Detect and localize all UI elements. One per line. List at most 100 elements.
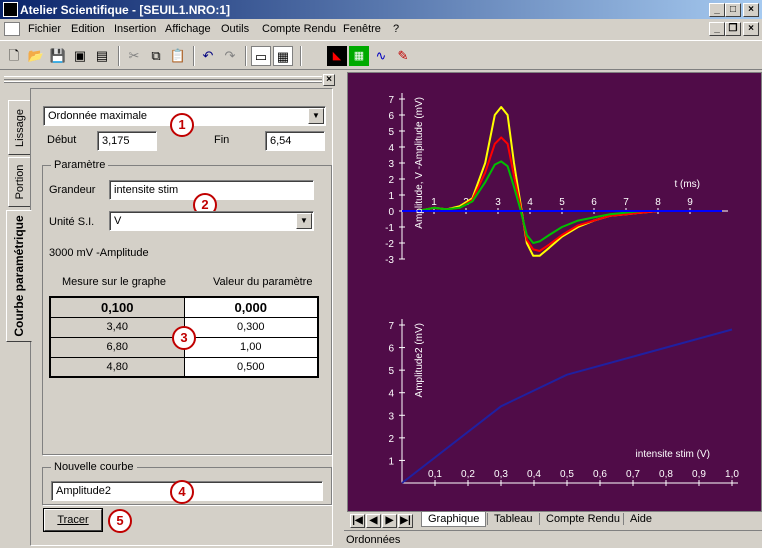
cut-icon[interactable]: ✂ (128, 48, 140, 63)
tab-portion[interactable]: Portion (8, 157, 30, 207)
callout-badge-5: 5 (108, 509, 132, 533)
nouvelle-courbe-group: Nouvelle courbe (42, 461, 332, 505)
menu-affichage[interactable]: Affichage (165, 23, 211, 35)
tab-tableau[interactable]: Tableau (487, 513, 539, 525)
graph-view[interactable]: 7 6 5 4 3 2 1 0 -1 -2 -3 1 2 3 4 5 6 7 8 9 t (ms) Amplitude, … (347, 72, 762, 512)
window-title: Atelier Scientifique - [SEUIL1.NRO:1] (20, 3, 231, 17)
tab-compte-rendu[interactable]: Compte Rendu (539, 513, 626, 525)
table-cell[interactable]: 0,300 (183, 316, 319, 338)
tab-graphique[interactable]: Graphique (421, 512, 487, 527)
menu-fenetre[interactable]: Fenêtre (343, 23, 381, 35)
last-page-icon[interactable]: ▶| (398, 514, 413, 528)
tab-lissage[interactable]: Lissage (8, 100, 30, 155)
status-bar: Ordonnées (344, 530, 762, 548)
mdi-minimize-icon[interactable]: _ (709, 22, 725, 36)
graph-window-icon[interactable]: ▦ (273, 46, 293, 66)
x-tick-label: 1 (431, 197, 437, 208)
x-tick-label: 0,5 (560, 469, 574, 480)
redo-icon[interactable]: ↷ (224, 48, 236, 63)
parameter-panel: × (0, 72, 343, 548)
table-cell[interactable]: 1,00 (183, 336, 319, 358)
menu-edition[interactable]: Edition (71, 23, 105, 35)
table-cell[interactable]: 0,000 (183, 296, 319, 318)
y-axis-label: Amplitude2 (mV) (414, 323, 425, 397)
new-icon[interactable]: 🗋 (8, 48, 20, 63)
parametre-group: Paramètre (42, 159, 332, 455)
nouvelle-courbe-label: Nouvelle courbe (51, 461, 137, 473)
col-header-valeur: Valeur du paramètre (213, 276, 313, 288)
undo-icon[interactable]: ↶ (202, 48, 214, 63)
minimize-icon[interactable]: _ (709, 3, 725, 17)
y-tick-label: 2 (388, 434, 394, 445)
panel-close-icon[interactable]: × (323, 74, 335, 86)
maximize-icon[interactable]: □ (725, 3, 741, 17)
table-cell[interactable]: 0,100 (49, 296, 185, 318)
graph-canvas[interactable]: 7 6 5 4 3 2 1 0 -1 -2 -3 1 2 3 4 5 6 7 8 9 t (ms) Amplitude, … (348, 73, 761, 511)
print-icon[interactable]: ▣ (73, 48, 87, 63)
x-axis-label: intensite stim (V) (636, 449, 710, 460)
debut-label: Début (47, 134, 77, 146)
menu-compte-rendu[interactable]: Compte Rendu (262, 23, 336, 35)
callout-badge-3: 3 (172, 326, 196, 350)
tool-icon[interactable]: ✎ (397, 48, 409, 63)
curve-icon[interactable]: ∿ (375, 48, 387, 63)
x-tick-label: 0,4 (527, 469, 541, 480)
table-cell[interactable]: 4,80 (49, 356, 185, 378)
chart-icon[interactable]: ◣ (327, 46, 347, 66)
tab-courbe-parametrique[interactable]: Courbe paramétrique (6, 210, 32, 342)
next-page-icon[interactable]: ▶ (382, 514, 397, 528)
preview-icon[interactable]: ▤ (95, 48, 109, 63)
y-tick-label: 7 (388, 321, 394, 332)
close-icon[interactable]: × (743, 3, 759, 17)
document-icon[interactable] (4, 22, 20, 36)
first-page-icon[interactable]: |◀ (350, 514, 365, 528)
title-bar: Atelier Scientifique - [SEUIL1.NRO:1] _ … (0, 0, 762, 19)
x-tick-label: 0,2 (461, 469, 475, 480)
mdi-close-icon[interactable]: × (743, 22, 759, 36)
chevron-down-icon[interactable]: ▼ (296, 213, 312, 229)
menu-help[interactable]: ? (393, 23, 400, 35)
save-icon[interactable]: 💾 (49, 48, 67, 63)
fin-input[interactable]: 6,54 (265, 131, 325, 151)
x-tick-label: 0,9 (692, 469, 706, 480)
x-tick-label: 6 (591, 197, 597, 208)
window-icon[interactable]: ▭ (251, 46, 271, 66)
x-tick-label: 8 (655, 197, 661, 208)
series-line-1 (401, 328, 733, 484)
x-tick-label: 7 (623, 197, 629, 208)
y-tick-label: -3 (385, 255, 394, 266)
screen-icon[interactable]: ▦ (349, 46, 369, 66)
bottom-tab-bar: |◀ ◀ ▶ ▶| Graphique Tableau Compte Rendu… (347, 512, 762, 530)
paste-icon[interactable]: 📋 (169, 48, 187, 63)
measure-select-value: Ordonnée maximale (48, 110, 148, 122)
x-tick-label: 3 (495, 197, 501, 208)
y-axis-label: Amplitude, V -Amplitude (mV) (414, 97, 425, 229)
table-row: 3,40 0,300 (49, 316, 319, 338)
mdi-restore-icon[interactable]: ❐ (725, 22, 741, 36)
tracer-button[interactable]: Tracer (44, 509, 102, 531)
y-tick-label: 1 (388, 456, 394, 467)
debut-input[interactable]: 3,175 (97, 131, 157, 151)
app-icon (3, 2, 18, 17)
x-tick-label: 0,8 (659, 469, 673, 480)
table-cell[interactable]: 6,80 (49, 336, 185, 358)
y-tick-label: -2 (385, 239, 394, 250)
menu-outils[interactable]: Outils (221, 23, 250, 35)
status-text: Ordonnées (346, 534, 401, 546)
unite-select-value: V (114, 215, 122, 227)
chevron-down-icon[interactable]: ▼ (308, 108, 324, 124)
menu-fichier[interactable]: Fichier (28, 23, 62, 35)
y-tick-label: 6 (388, 344, 394, 355)
prev-page-icon[interactable]: ◀ (366, 514, 381, 528)
toolbar: 🗋 📂 💾 ▣ ▤ ✂ ⧉ 📋 ↶ ↷ ▭ ▦ ◣ ▦ ∿ ✎ (0, 40, 762, 70)
table-cell[interactable]: 0,500 (183, 356, 319, 378)
open-icon[interactable]: 📂 (27, 48, 45, 63)
unite-select[interactable]: V ▼ (109, 211, 314, 231)
menu-insertion[interactable]: Insertion (114, 23, 157, 35)
y-tick-label: -1 (385, 223, 394, 234)
x-tick-label: 4 (527, 197, 533, 208)
table-cell[interactable]: 3,40 (49, 316, 185, 338)
copy-icon[interactable]: ⧉ (151, 48, 161, 63)
y-tick-label: 7 (388, 95, 394, 106)
tab-aide[interactable]: Aide (623, 513, 658, 525)
